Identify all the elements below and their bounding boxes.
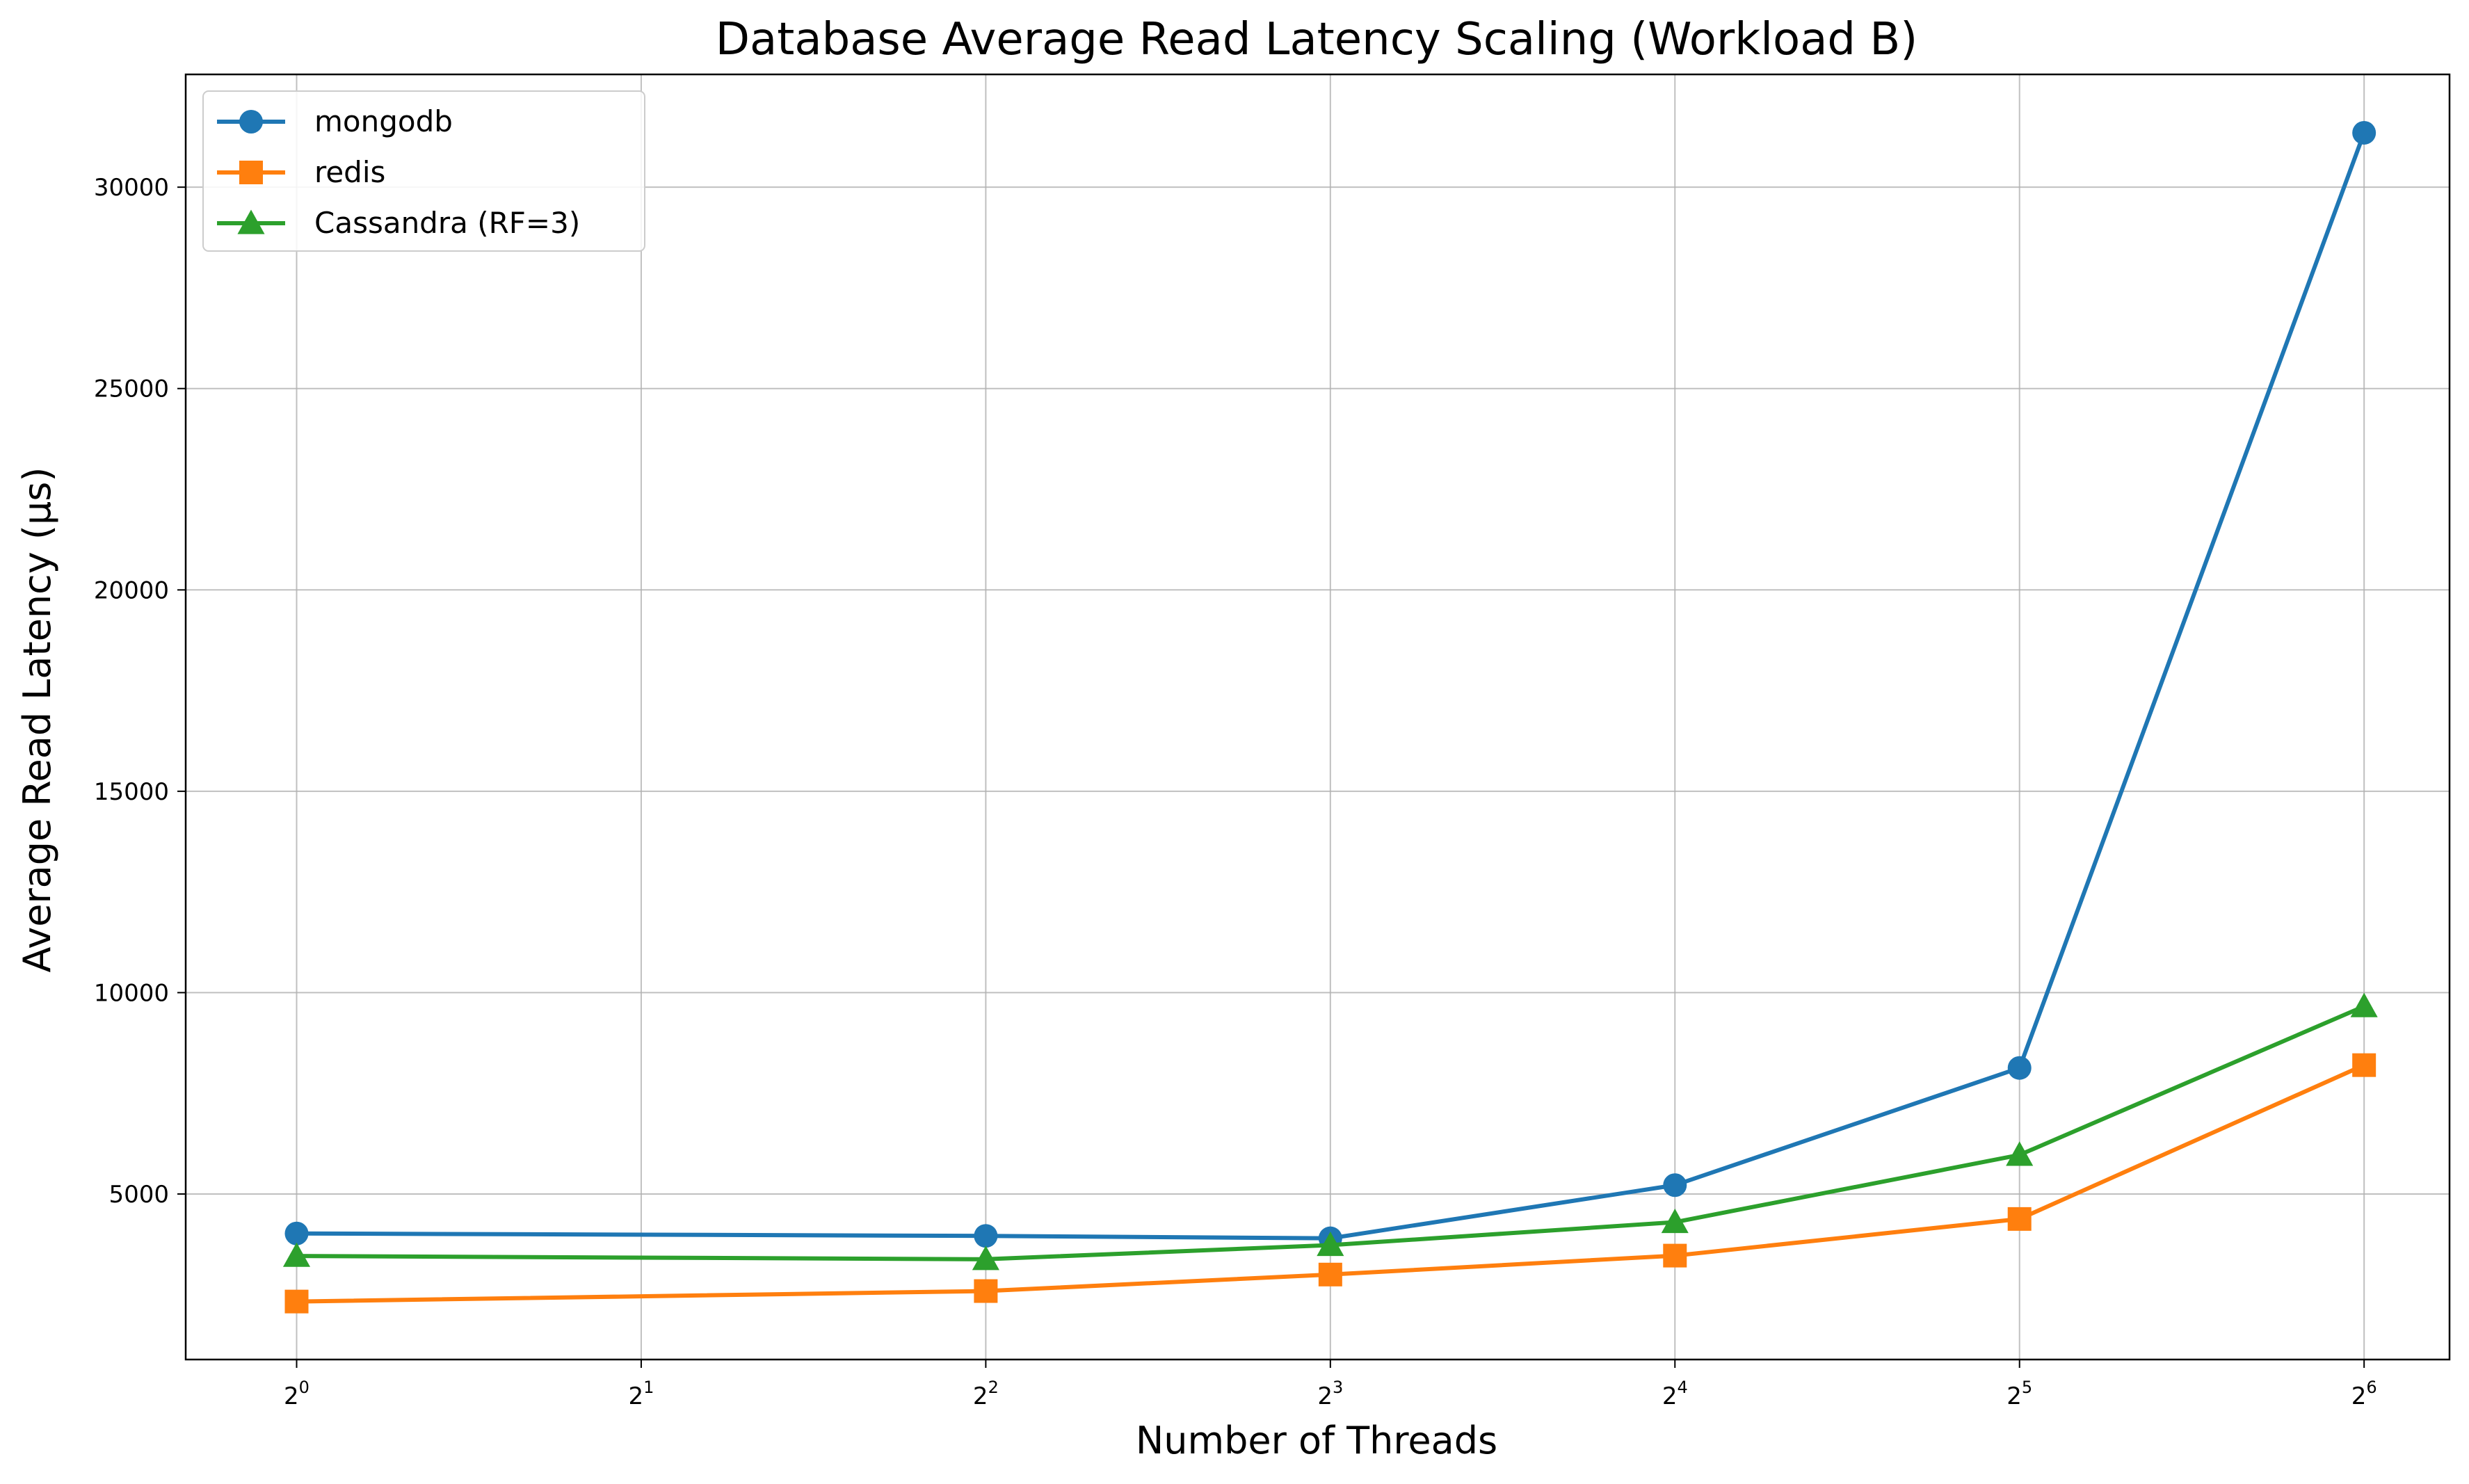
data-point-mongodb bbox=[2352, 120, 2376, 145]
y-tick-label: 30000 bbox=[94, 174, 169, 202]
x-tick-label: 25 bbox=[2006, 1378, 2032, 1410]
data-point-mongodb bbox=[1663, 1173, 1687, 1197]
plot-frame bbox=[184, 73, 2451, 1361]
series-line-cassandra-rf-3 bbox=[294, 1004, 2367, 1261]
x-tick-label: 21 bbox=[628, 1378, 654, 1410]
legend-label: mongodb bbox=[314, 104, 453, 138]
y-tick-label: 10000 bbox=[94, 979, 169, 1007]
data-point-cassandra-rf-3 bbox=[282, 1242, 311, 1267]
data-point-cassandra-rf-3 bbox=[2350, 992, 2378, 1017]
data-point-mongodb bbox=[2007, 1056, 2032, 1080]
data-point-cassandra-rf-3 bbox=[972, 1245, 999, 1271]
y-tick-label: 5000 bbox=[108, 1181, 169, 1209]
data-point-cassandra-rf-3 bbox=[2006, 1141, 2034, 1166]
series-line-redis bbox=[294, 1063, 2367, 1304]
x-tick-label: 23 bbox=[1317, 1378, 1343, 1410]
data-point-redis bbox=[2007, 1207, 2032, 1231]
data-point-cassandra-rf-3 bbox=[1317, 1231, 1344, 1257]
chart-title: Database Average Read Latency Scaling (W… bbox=[716, 14, 1918, 65]
y-tick-label: 25000 bbox=[94, 376, 169, 403]
legend-entry: mongodb bbox=[217, 104, 453, 138]
x-axis-label: Number of Threads bbox=[1136, 1419, 1497, 1462]
legend-marker bbox=[237, 209, 265, 234]
legend-label: redis bbox=[314, 155, 385, 189]
data-point-redis bbox=[974, 1279, 998, 1303]
data-point-redis bbox=[1318, 1262, 1342, 1287]
legend-entry: Cassandra (RF=3) bbox=[217, 206, 580, 240]
data-point-redis bbox=[284, 1289, 309, 1314]
y-axis-label: Average Read Latency (μs) bbox=[15, 467, 59, 973]
x-tick-label: 24 bbox=[1662, 1378, 1688, 1410]
y-tick-label: 20000 bbox=[94, 576, 169, 604]
legend-marker bbox=[239, 161, 263, 184]
series-layer bbox=[282, 120, 2378, 1314]
legend-label: Cassandra (RF=3) bbox=[314, 206, 580, 240]
series-cassandra-rf-3 bbox=[282, 992, 2378, 1271]
legend-entry: redis bbox=[217, 155, 385, 189]
legend-box bbox=[202, 90, 645, 252]
data-point-cassandra-rf-3 bbox=[1661, 1208, 1689, 1234]
x-tick-label: 22 bbox=[973, 1378, 999, 1410]
data-point-redis bbox=[1663, 1243, 1687, 1268]
x-tick-label: 20 bbox=[284, 1378, 309, 1410]
y-tick-label: 15000 bbox=[94, 778, 169, 806]
series-line-mongodb bbox=[294, 130, 2367, 1241]
series-redis bbox=[284, 1053, 2376, 1314]
x-tick-label: 26 bbox=[2351, 1378, 2377, 1410]
data-point-mongodb bbox=[284, 1221, 309, 1245]
data-point-mongodb bbox=[974, 1224, 998, 1248]
legend-marker bbox=[239, 110, 263, 134]
axes: 20 21 22 23 24 25 26 5000 10000 15000 20000 25000 30… bbox=[94, 174, 2377, 1410]
data-point-redis bbox=[2352, 1053, 2376, 1077]
legend: mongodb redis Cassandra (RF=3) bbox=[202, 90, 645, 252]
grid-lines bbox=[186, 74, 2450, 1360]
